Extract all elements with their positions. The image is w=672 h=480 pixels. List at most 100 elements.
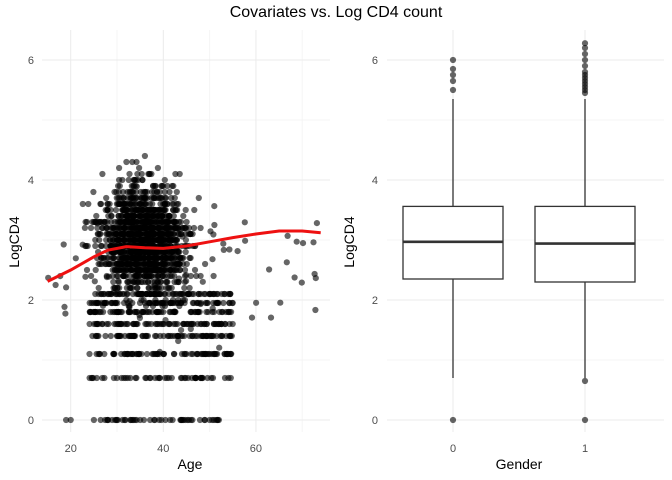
data-point — [136, 260, 143, 268]
data-point — [105, 290, 112, 298]
data-point — [176, 170, 183, 178]
data-point — [125, 176, 132, 184]
data-point — [156, 224, 163, 232]
data-point — [110, 374, 117, 382]
data-point — [135, 269, 142, 276]
data-point — [131, 416, 139, 424]
data-point — [127, 416, 134, 424]
data-point — [111, 230, 118, 238]
data-point — [128, 188, 135, 196]
data-point — [190, 224, 198, 232]
data-point — [134, 284, 141, 292]
data-point — [129, 254, 137, 262]
data-point — [210, 231, 217, 238]
data-point — [135, 350, 142, 358]
data-point — [129, 278, 136, 285]
data-point — [101, 350, 108, 358]
data-point — [87, 224, 95, 232]
data-point — [185, 290, 192, 298]
data-point — [220, 246, 227, 253]
data-point — [119, 230, 126, 238]
data-point — [88, 374, 95, 382]
data-point — [167, 299, 174, 307]
data-point — [83, 218, 90, 226]
data-point — [146, 374, 153, 382]
data-point — [168, 272, 175, 280]
data-point — [219, 308, 226, 316]
data-point — [153, 230, 160, 238]
data-point — [183, 272, 190, 279]
data-point — [147, 416, 154, 424]
y-tick-label: 6 — [28, 55, 34, 67]
data-point — [166, 284, 173, 292]
data-point — [136, 299, 144, 307]
data-point — [192, 308, 199, 316]
data-point — [117, 248, 124, 256]
data-point — [182, 374, 189, 382]
data-point — [226, 320, 233, 328]
data-point — [216, 344, 223, 351]
data-point — [153, 332, 160, 340]
data-point — [146, 299, 154, 307]
data-point — [214, 290, 221, 298]
data-point — [124, 320, 131, 328]
data-point — [124, 350, 131, 358]
data-point — [100, 308, 107, 316]
data-point — [145, 170, 152, 178]
data-point — [105, 320, 112, 328]
age-scatter-panel: 20 40 60 0 2 4 6 Age LogCD4 — [6, 30, 330, 472]
data-point — [150, 182, 157, 190]
data-point — [125, 230, 132, 238]
data-point — [96, 350, 103, 358]
data-point — [312, 306, 319, 314]
x-axis-title-age: Age — [178, 456, 203, 472]
data-point — [126, 304, 133, 311]
data-point — [86, 320, 93, 328]
data-point — [114, 272, 121, 280]
data-point — [159, 269, 166, 276]
data-point — [180, 320, 187, 328]
data-point — [197, 224, 204, 232]
data-point — [153, 320, 160, 328]
data-point — [208, 332, 215, 340]
data-point — [151, 282, 158, 289]
data-point — [122, 212, 129, 220]
data-point — [284, 232, 291, 239]
data-point — [123, 218, 130, 226]
data-point — [204, 374, 211, 382]
data-point — [99, 170, 106, 178]
data-point — [123, 158, 130, 166]
data-point — [187, 308, 195, 316]
data-point — [310, 239, 317, 246]
data-point — [187, 254, 194, 262]
data-point — [141, 212, 148, 220]
data-point — [142, 320, 149, 328]
data-point — [157, 290, 164, 298]
data-point — [153, 218, 160, 226]
data-point — [102, 260, 110, 268]
gender-boxes — [402, 40, 636, 424]
data-point — [111, 266, 118, 274]
data-point — [135, 176, 142, 184]
data-point — [168, 254, 175, 262]
data-point — [126, 308, 133, 316]
data-point — [91, 278, 98, 285]
data-point — [94, 308, 101, 316]
smooth-trend-line — [46, 229, 321, 283]
chart-title: Covariates vs. Log CD4 count — [229, 4, 443, 21]
data-point — [104, 200, 111, 208]
data-point — [135, 230, 142, 238]
box-outlier — [581, 50, 589, 58]
data-point — [147, 212, 154, 220]
data-point — [115, 188, 123, 196]
data-point — [192, 374, 199, 382]
data-point — [142, 200, 149, 208]
box-outlier — [449, 416, 457, 424]
x-tick-label: 1 — [582, 443, 588, 455]
data-point — [119, 416, 126, 424]
data-point — [196, 416, 204, 424]
data-point — [152, 254, 159, 262]
data-point — [82, 273, 89, 280]
data-point — [153, 291, 160, 298]
data-point — [122, 248, 129, 256]
